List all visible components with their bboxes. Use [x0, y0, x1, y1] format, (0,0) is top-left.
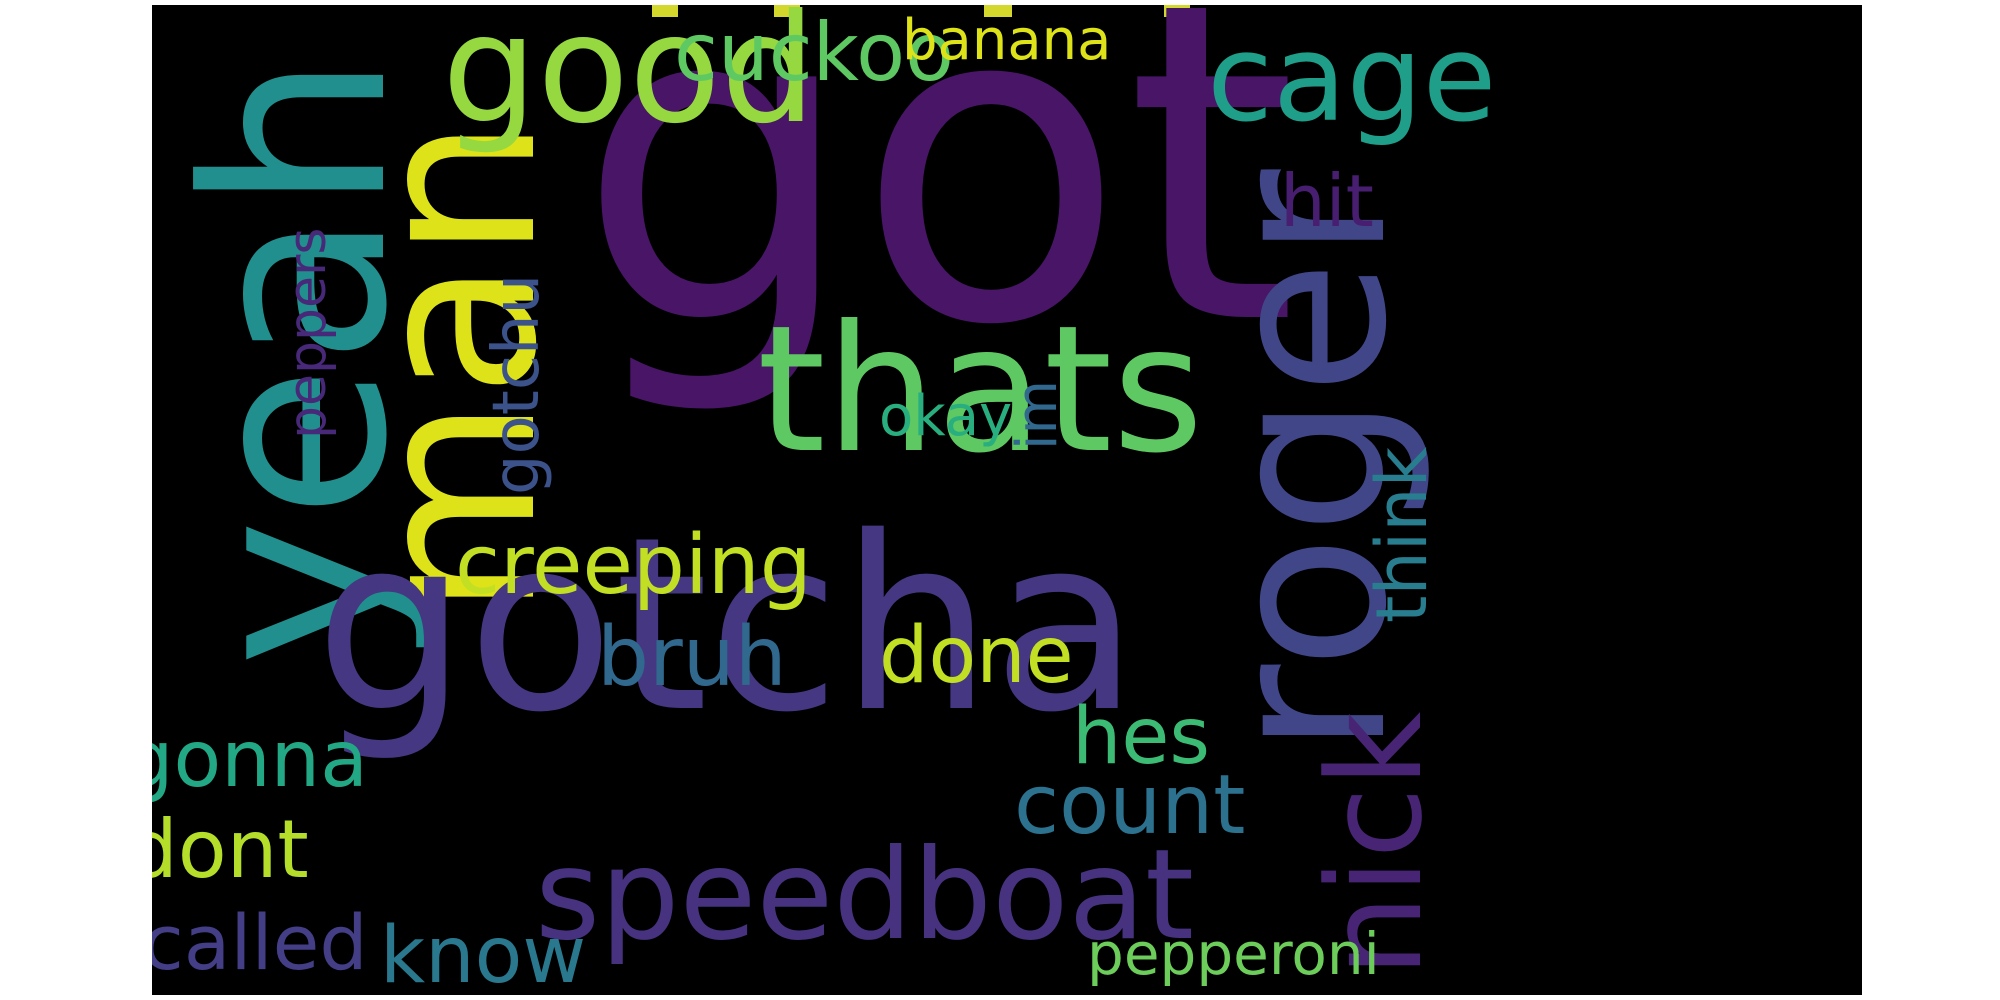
word-speedboat: speedboat	[535, 823, 1195, 968]
word-okay: okay	[879, 384, 1013, 449]
word-cloud: got yeah man good gotcha thats roger cag…	[152, 5, 1862, 995]
word-banana: banana	[902, 8, 1112, 73]
word-dont: dont	[152, 803, 309, 896]
word-pepperoni: pepperoni	[1087, 920, 1380, 988]
word-im: im	[1005, 379, 1070, 450]
word-good: good	[442, 5, 816, 157]
word-cuckoo: cuckoo	[674, 6, 955, 99]
clipped-word-fragment	[652, 5, 678, 17]
word-bruh: bruh	[597, 610, 787, 705]
word-think: think	[1361, 446, 1443, 623]
word-gonna: gonna	[152, 715, 368, 805]
word-creeping: creeping	[455, 518, 812, 613]
clipped-word-fragment	[774, 5, 800, 17]
word-gotcha: gotcha	[315, 485, 1140, 765]
clipped-word-fragment	[984, 5, 1012, 17]
word-know: know	[380, 911, 587, 995]
word-done: done	[879, 611, 1074, 701]
word-count: count	[1014, 758, 1246, 853]
word-cage: cage	[1207, 10, 1497, 149]
word-gotchu: gotchu	[480, 273, 554, 495]
word-thats: thats	[757, 289, 1204, 492]
word-hes: hes	[1072, 692, 1211, 782]
clipped-word-fragment	[1164, 5, 1190, 17]
word-hit: hit	[1280, 159, 1374, 243]
word-got: got	[577, 5, 1299, 421]
word-peppers: peppers	[278, 227, 338, 439]
word-called: called	[152, 898, 368, 987]
